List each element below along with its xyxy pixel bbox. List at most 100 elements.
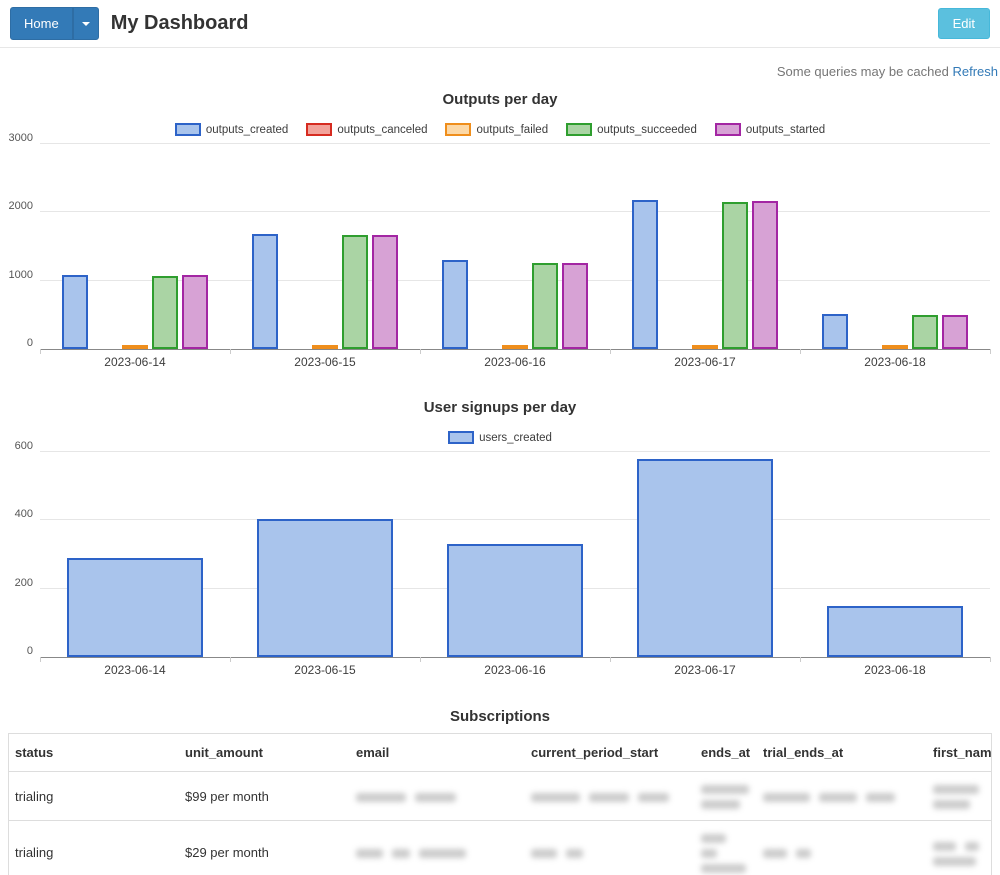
legend-item-outputs_started[interactable]: outputs_started (714, 123, 825, 136)
chart-plot-area: 0 1000 2000 3000 (9, 132, 991, 354)
chart-legend: outputs_created outputs_canceled outputs_f… (0, 123, 1000, 136)
gridline (40, 279, 990, 281)
cache-notice-text: Some queries may be cached (776, 64, 953, 79)
redacted-blur (701, 785, 749, 795)
bar-outputs_succeeded-2023-06-17[interactable] (722, 201, 748, 349)
home-split-button: Home (10, 7, 99, 40)
redacted-blur (419, 849, 466, 859)
legend-item-users_created[interactable]: users_created (448, 431, 552, 444)
table-cell-status: trialing (9, 820, 179, 875)
redacted-blur (589, 792, 629, 802)
x-axis-line (40, 349, 990, 350)
bar-outputs_created-2023-06-14[interactable] (62, 274, 88, 349)
legend-swatch-icon (306, 123, 333, 136)
bar-outputs_started-2023-06-14[interactable] (182, 274, 208, 349)
gridline (40, 519, 990, 521)
column-header-ends_at[interactable]: ends_at (695, 734, 757, 772)
column-header-current_period_start[interactable]: current_period_start (525, 734, 695, 772)
home-button[interactable]: Home (10, 7, 73, 40)
redacted-blur (933, 856, 976, 866)
bar-outputs_created-2023-06-16[interactable] (442, 260, 468, 349)
redacted-blur (415, 792, 456, 802)
bar-outputs_started-2023-06-17[interactable] (752, 201, 778, 349)
table-row: trialing $29 per month (9, 820, 991, 875)
bar-users_created-2023-06-17[interactable] (637, 458, 773, 657)
edit-button[interactable]: Edit (937, 8, 990, 39)
bar-groups (40, 452, 990, 657)
bar-outputs_created-2023-06-18[interactable] (822, 314, 848, 349)
bar-outputs_succeeded-2023-06-15[interactable] (342, 235, 368, 349)
legend-swatch-icon (566, 123, 593, 136)
gridline (40, 451, 990, 452)
column-header-trial_ends_at[interactable]: trial_ends_at (757, 734, 927, 772)
home-dropdown-button[interactable] (72, 7, 99, 40)
bar-outputs_failed-2023-06-16[interactable] (502, 345, 528, 349)
legend-label: outputs_failed (476, 123, 549, 136)
y-tick-label: 2000 (8, 200, 33, 213)
bar-users_created-2023-06-15[interactable] (257, 518, 393, 657)
x-tick (40, 349, 41, 354)
redacted-blur (763, 849, 787, 859)
y-tick-label: 1000 (8, 268, 33, 281)
widget-user-signups-per-day: User signups per day users_created 0 200 4… (0, 399, 1000, 677)
widget-subscriptions: Subscriptions status unit_amount email curr… (0, 708, 1000, 875)
bar-outputs_succeeded-2023-06-18[interactable] (912, 315, 938, 349)
x-tick (420, 349, 421, 354)
redacted-blur (819, 792, 857, 802)
chart-title: Outputs per day (442, 91, 558, 108)
table-header-row: status unit_amount email current_period_sta… (9, 734, 991, 772)
x-axis-label: 2023-06-14 (104, 663, 166, 677)
bar-users_created-2023-06-14[interactable] (67, 557, 203, 657)
widget-outputs-per-day: Outputs per day outputs_created outputs_c… (0, 91, 1000, 369)
x-tick (800, 349, 801, 354)
x-tick (40, 657, 41, 662)
legend-item-outputs_succeeded[interactable]: outputs_succeeded (566, 123, 697, 136)
bar-group-2023-06-16 (420, 144, 610, 349)
bar-group-2023-06-18 (800, 144, 990, 349)
x-tick (420, 657, 421, 662)
redacted-blur (763, 792, 810, 802)
table-title: Subscriptions (449, 708, 550, 725)
bar-outputs_failed-2023-06-14[interactable] (122, 345, 148, 349)
legend-swatch-icon (714, 123, 741, 136)
redacted-blur (356, 849, 383, 859)
x-axis-label: 2023-06-17 (674, 355, 736, 369)
bar-outputs_started-2023-06-15[interactable] (372, 234, 398, 349)
bar-outputs_succeeded-2023-06-14[interactable] (152, 275, 178, 349)
legend-swatch-icon (448, 431, 475, 444)
redacted-blur (933, 800, 970, 810)
y-tick-label: 0 (26, 337, 33, 349)
legend-label: users_created (479, 431, 552, 444)
bar-outputs_created-2023-06-15[interactable] (252, 233, 278, 349)
x-tick (990, 657, 991, 662)
refresh-link[interactable]: Refresh (952, 64, 998, 79)
column-header-unit_amount[interactable]: unit_amount (179, 734, 350, 772)
legend-item-outputs_canceled[interactable]: outputs_canceled (306, 123, 427, 136)
bar-outputs_failed-2023-06-15[interactable] (312, 345, 338, 349)
y-tick-label: 0 (26, 645, 33, 657)
y-tick-label: 200 (14, 576, 33, 589)
bar-outputs_failed-2023-06-18[interactable] (882, 345, 908, 349)
column-header-first_name[interactable]: first_name (927, 734, 991, 772)
y-tick-label: 400 (14, 508, 33, 521)
legend-swatch-icon (174, 123, 201, 136)
legend-item-outputs_created[interactable]: outputs_created (174, 123, 288, 136)
bar-outputs_created-2023-06-17[interactable] (632, 200, 658, 349)
redacted-blur (531, 792, 580, 802)
x-tick (990, 349, 991, 354)
bar-outputs_started-2023-06-18[interactable] (942, 314, 968, 349)
bar-users_created-2023-06-16[interactable] (447, 544, 583, 657)
legend-item-outputs_failed[interactable]: outputs_failed (445, 123, 548, 136)
column-header-status[interactable]: status (9, 734, 179, 772)
column-header-email[interactable]: email (350, 734, 525, 772)
x-tick (610, 349, 611, 354)
bar-outputs_failed-2023-06-17[interactable] (692, 345, 718, 349)
y-tick-label: 600 (14, 440, 33, 452)
page-title: My Dashboard (110, 12, 249, 34)
x-tick (800, 657, 801, 662)
bar-outputs_succeeded-2023-06-16[interactable] (532, 263, 558, 349)
bar-users_created-2023-06-18[interactable] (827, 605, 963, 657)
legend-swatch-icon (445, 123, 472, 136)
x-axis-label: 2023-06-18 (864, 355, 926, 369)
bar-outputs_started-2023-06-16[interactable] (562, 262, 588, 349)
